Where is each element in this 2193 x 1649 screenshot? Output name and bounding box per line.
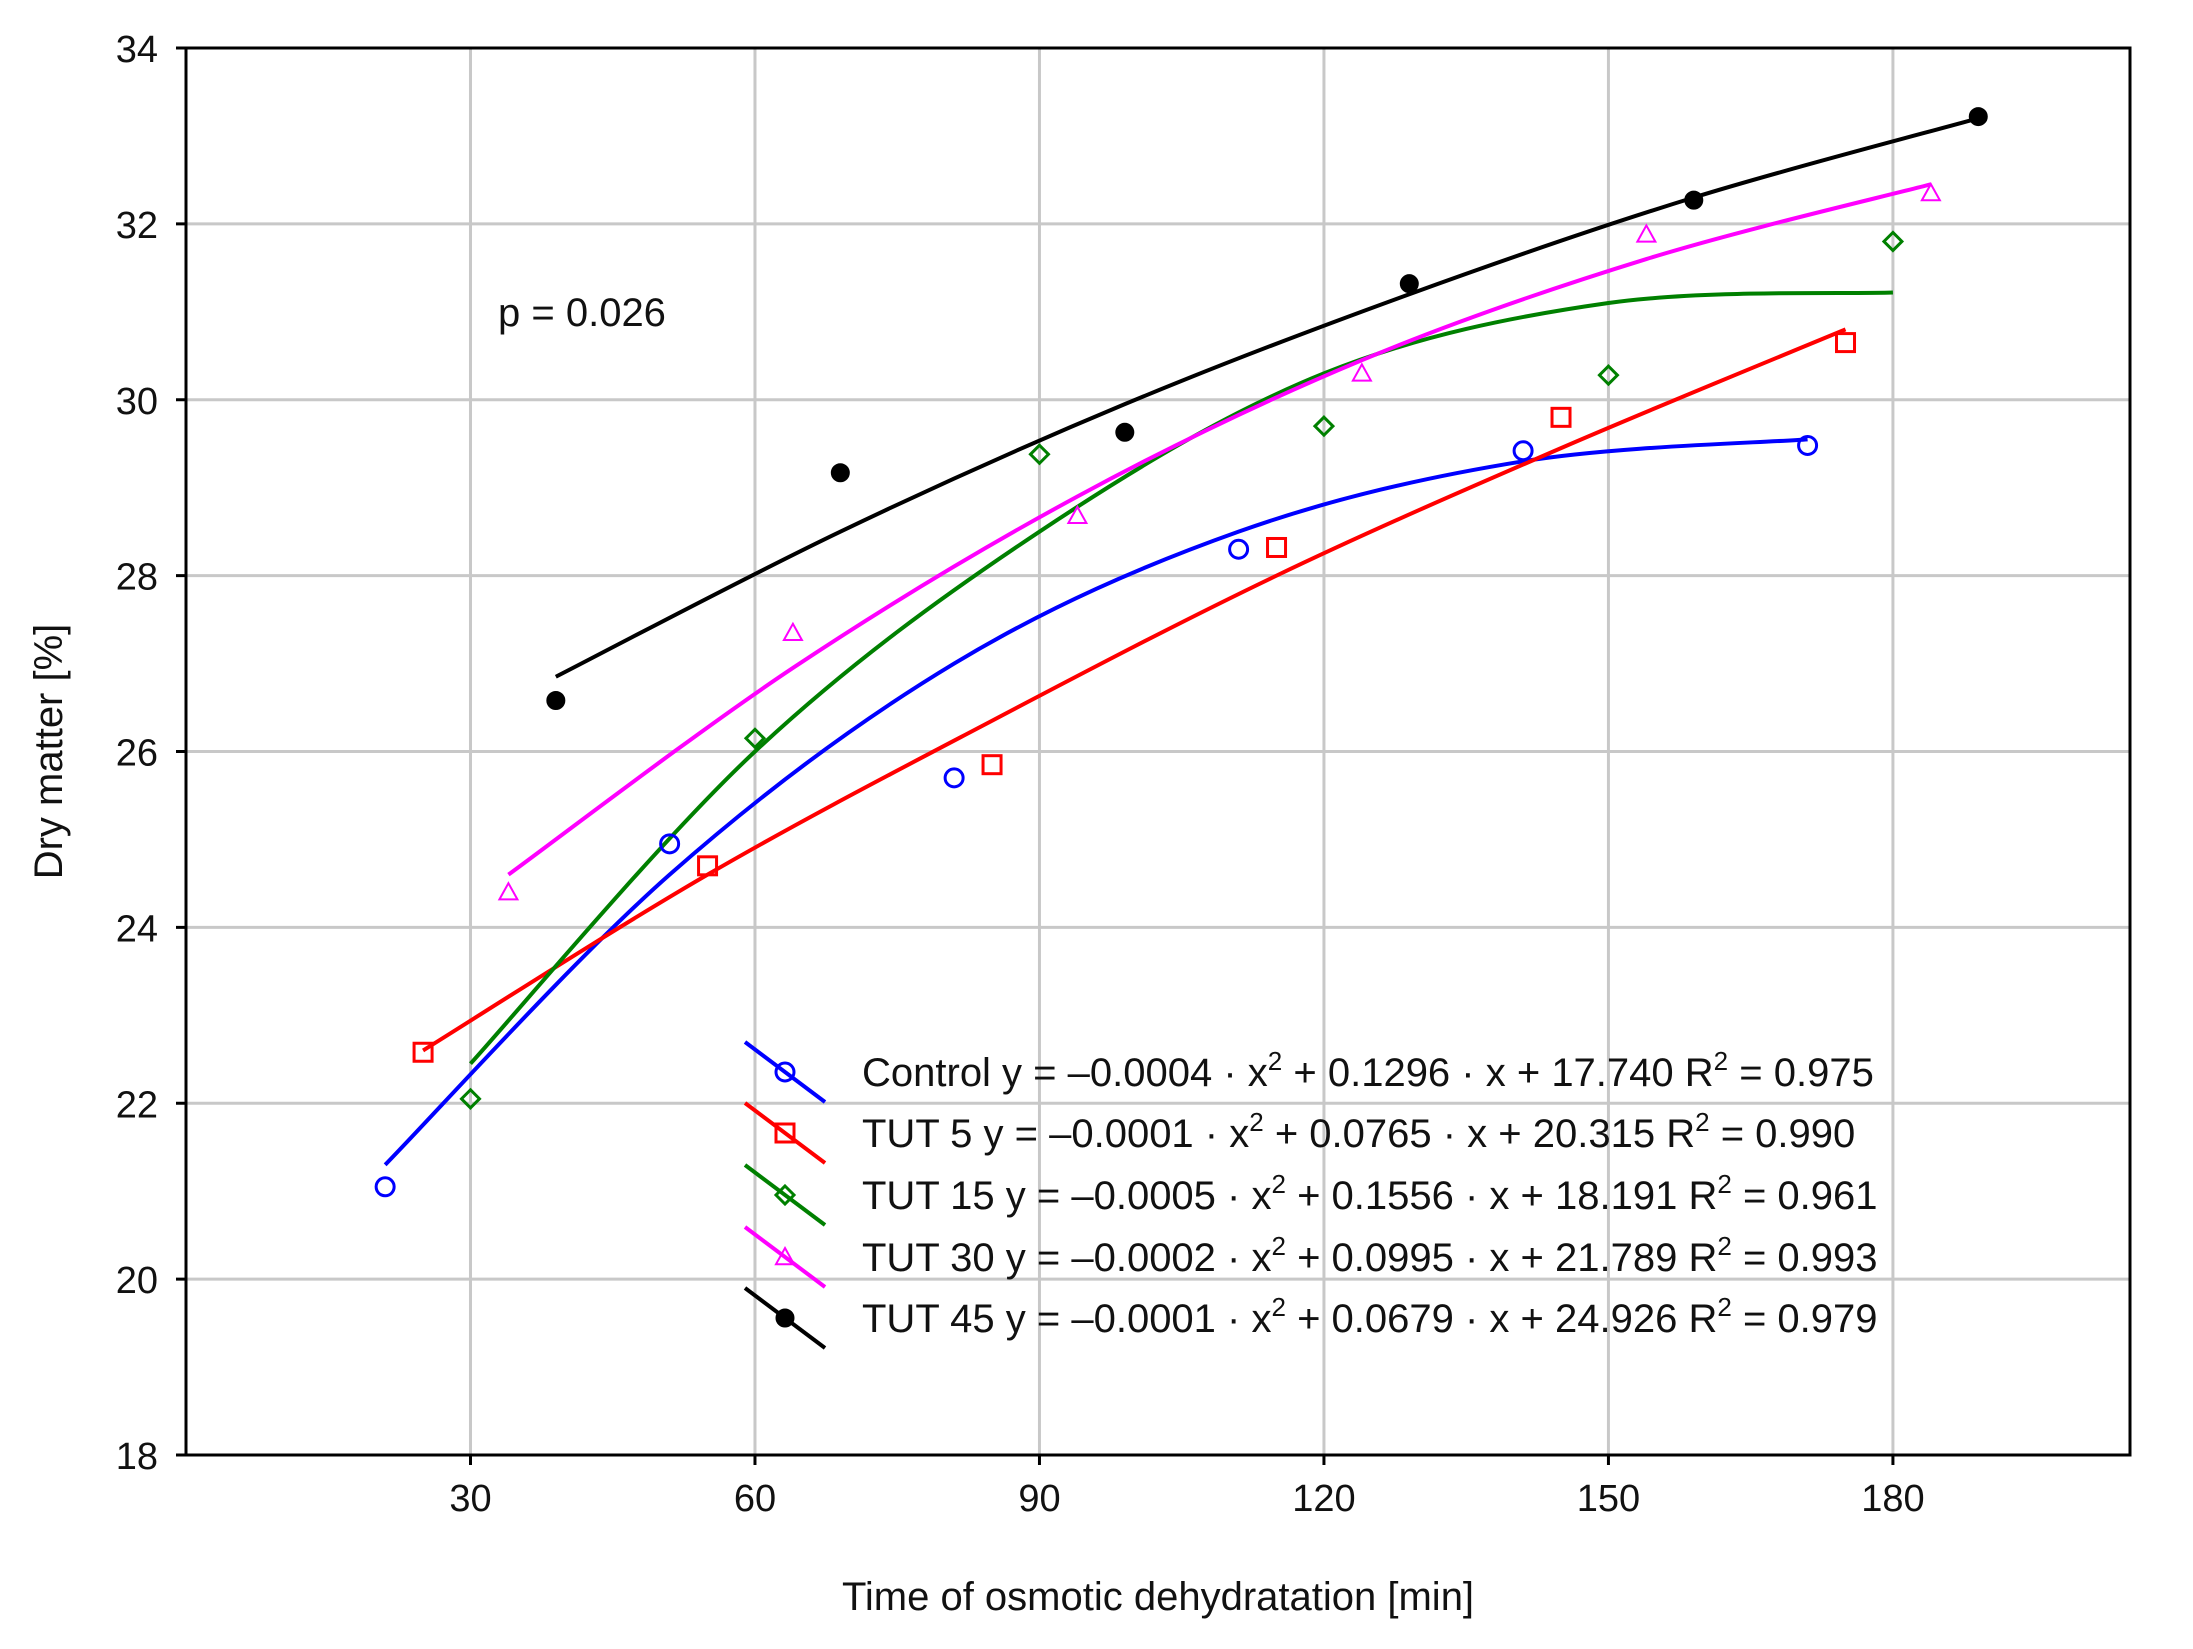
data-point-tut-5 <box>412 1041 434 1063</box>
legend-line-control <box>743 1040 827 1104</box>
y-tick-label: 26 <box>116 733 158 775</box>
y-tick-label: 30 <box>116 381 158 423</box>
data-point-tut-5 <box>1266 536 1288 558</box>
legend-marker-tut-15 <box>773 1183 797 1207</box>
y-tick-label: 24 <box>116 908 158 950</box>
data-point-tut-30 <box>782 621 804 641</box>
data-point-tut-30 <box>1066 504 1089 525</box>
fit-curve-tut-15 <box>469 290 1894 1066</box>
legend-label-tut-15: TUT 15 y = –0.0005 · x2 + 0.1556 · x + 1… <box>862 1169 1878 1218</box>
data-point-tut-15 <box>459 1087 482 1110</box>
legend-line-tut-15 <box>743 1163 827 1227</box>
legend-marker-tut-45 <box>775 1308 795 1328</box>
data-point-tut-45 <box>546 690 566 710</box>
data-point-tut-15 <box>1028 443 1051 466</box>
data-point-tut-5 <box>981 754 1003 776</box>
legend-label-tut-5: TUT 5 y = –0.0001 · x2 + 0.0765 · x + 20… <box>862 1107 1855 1156</box>
legend-label-tut-45: TUT 45 y = –0.0001 · x2 + 0.0679 · x + 2… <box>862 1292 1878 1341</box>
data-point-tut-5 <box>1835 332 1857 354</box>
data-point-control <box>1512 440 1534 462</box>
fit-curve-tut-45 <box>554 116 1979 679</box>
legend-label-tut-30: TUT 30 y = –0.0002 · x2 + 0.0995 · x + 2… <box>862 1231 1878 1280</box>
y-tick-label: 22 <box>116 1084 158 1126</box>
data-point-tut-30 <box>1351 362 1373 382</box>
data-point-control <box>943 767 965 789</box>
legend-marker-control <box>774 1061 796 1083</box>
grid-lines <box>186 48 2130 1455</box>
data-point-tut-45 <box>1968 107 1988 127</box>
axis-ticks: 30 60 90 120 150 180 18 20 22 24 26 28 30 32 34 <box>116 29 1925 1520</box>
data-point-tut-15 <box>1881 230 1905 253</box>
x-tick-label: 90 <box>1018 1478 1060 1520</box>
legend-marker-tut-5 <box>774 1122 796 1144</box>
data-point-control <box>374 1176 396 1198</box>
data-point-tut-30 <box>1635 223 1658 243</box>
x-tick-label: 180 <box>1861 1478 1924 1520</box>
data-point-tut-15 <box>743 727 767 750</box>
y-tick-label: 28 <box>116 557 158 599</box>
data-point-tut-15 <box>1597 364 1620 387</box>
data-point-tut-30 <box>497 881 520 901</box>
y-tick-label: 32 <box>116 205 158 247</box>
data-point-control <box>1228 538 1250 560</box>
fit-curve-tut-30 <box>507 182 1932 877</box>
data-point-tut-30 <box>1920 182 1942 202</box>
x-axis-label: Time of osmotic dehydratation [min] <box>842 1575 1474 1619</box>
x-tick-label: 150 <box>1577 1478 1640 1520</box>
y-tick-label: 20 <box>116 1260 158 1302</box>
data-point-tut-45 <box>1684 190 1704 210</box>
legend-line-tut-5 <box>743 1101 827 1165</box>
legend: Control y = –0.0004 · x2 + 0.1296 · x + … <box>743 1040 1878 1350</box>
data-point-control <box>1797 434 1819 456</box>
p-value-annotation: p = 0.026 <box>498 291 666 335</box>
x-tick-label: 120 <box>1292 1478 1355 1520</box>
y-tick-label: 18 <box>116 1436 158 1478</box>
y-tick-label: 34 <box>116 29 158 71</box>
data-point-tut-45 <box>1399 274 1419 294</box>
fit-curves <box>383 116 1979 1167</box>
x-tick-label: 30 <box>449 1478 491 1520</box>
x-tick-label: 60 <box>734 1478 776 1520</box>
data-point-tut-5 <box>697 855 719 877</box>
legend-line-tut-30 <box>743 1225 827 1289</box>
data-point-tut-15 <box>1312 415 1336 438</box>
y-axis-label: Dry matter [%] <box>27 624 71 880</box>
data-point-tut-5 <box>1550 406 1572 428</box>
legend-marker-tut-30 <box>774 1245 796 1266</box>
data-points <box>374 107 1988 1198</box>
data-point-tut-45 <box>830 463 850 483</box>
legend-label-control: Control y = –0.0004 · x2 + 0.1296 · x + … <box>862 1046 1874 1095</box>
fit-curve-tut-5 <box>422 327 1847 1053</box>
data-point-tut-45 <box>1115 422 1135 442</box>
data-point-control <box>659 833 681 855</box>
